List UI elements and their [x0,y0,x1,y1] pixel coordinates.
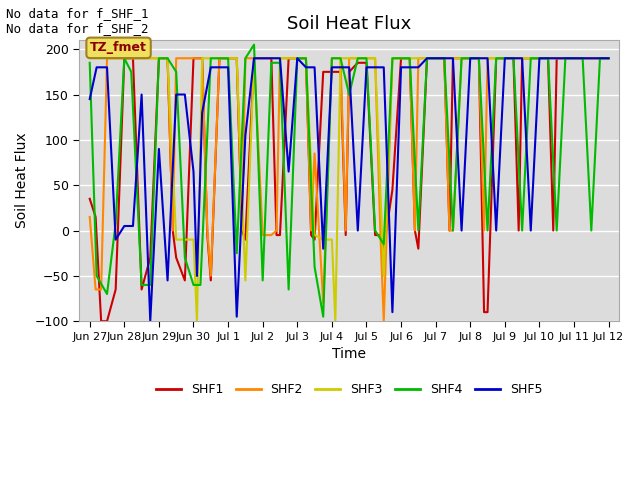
Title: Soil Heat Flux: Soil Heat Flux [287,15,412,33]
X-axis label: Time: Time [332,347,366,361]
Text: No data for f_SHF_2: No data for f_SHF_2 [6,22,149,35]
Y-axis label: Soil Heat Flux: Soil Heat Flux [15,133,29,228]
Text: TZ_fmet: TZ_fmet [90,41,147,54]
Legend: SHF1, SHF2, SHF3, SHF4, SHF5: SHF1, SHF2, SHF3, SHF4, SHF5 [150,378,548,401]
Text: No data for f_SHF_1: No data for f_SHF_1 [6,7,149,20]
